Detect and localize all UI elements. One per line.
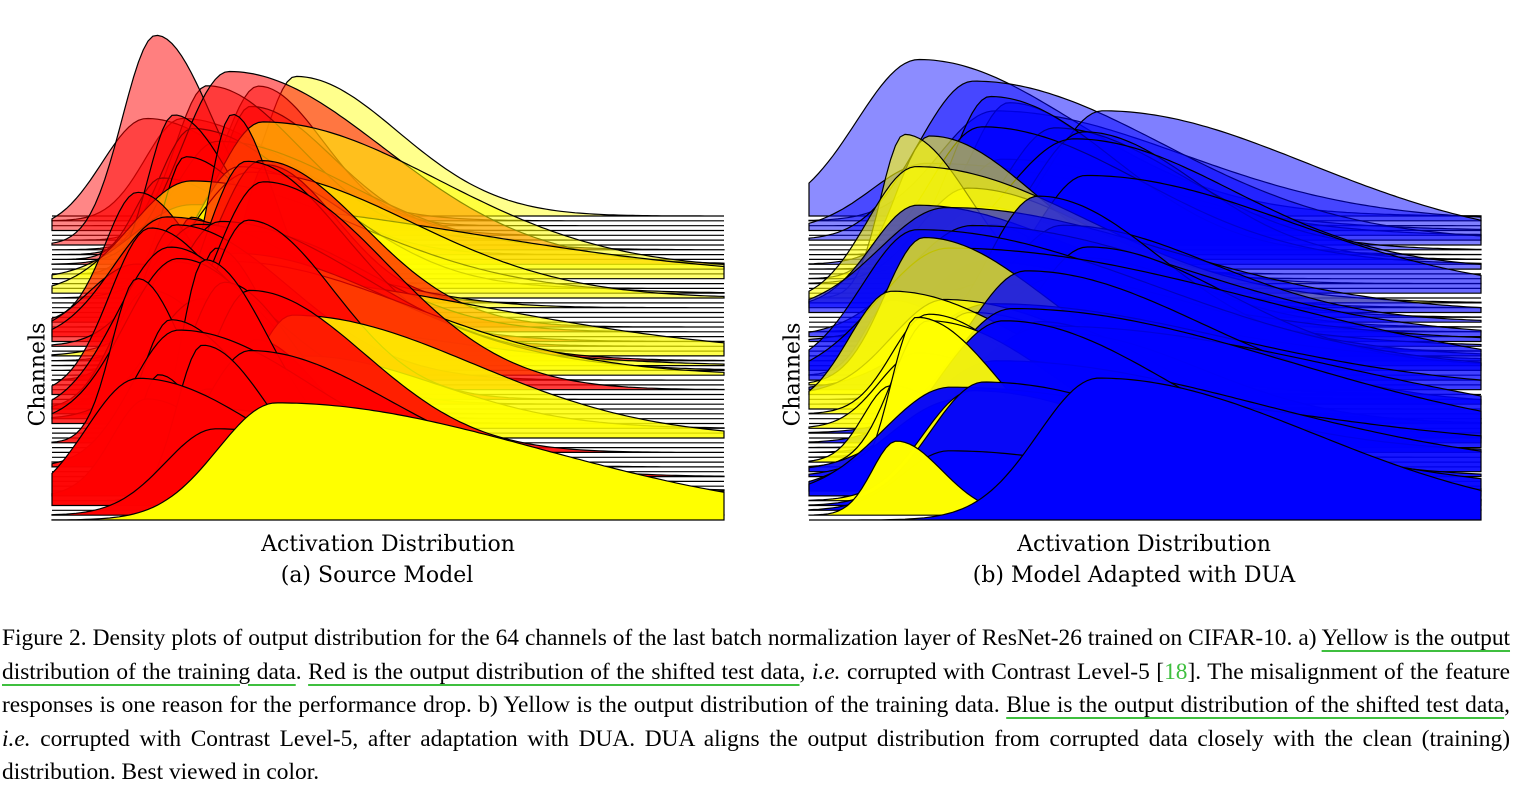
ridgeline-series-a <box>51 34 725 521</box>
subcaption-a: (a) Source Model <box>280 563 474 588</box>
caption-text-2: ]. The misalignment of the feature respo… <box>2 658 1510 719</box>
x-axis-label-b: Activation Distribution <box>1017 532 1271 557</box>
citation-link[interactable]: 18 <box>1164 658 1188 685</box>
subcaption-b: (b) Model Adapted with DUA <box>972 563 1296 588</box>
ridgeline-series-b <box>808 58 1482 521</box>
y-axis-label-a: Channels <box>25 322 51 427</box>
figure-caption: Figure 2. Density plots of output distri… <box>2 622 1510 790</box>
channel-density-64-test <box>809 377 1482 521</box>
channel-density-64-train <box>51 402 725 521</box>
figure-label: Figure 2. <box>2 625 87 651</box>
y-axis-label-b: Channels <box>780 322 806 427</box>
punct: . <box>295 658 302 685</box>
caption-sentence-1: Density plots of output distribution for… <box>92 625 1293 651</box>
ie-abbrev: i.e. <box>811 658 841 685</box>
caption-text-1: corrupted with Contrast Level-5 [ <box>847 658 1165 685</box>
part-a-label: a) <box>1298 625 1317 651</box>
highlight-red-test: Red is the output distribution of the sh… <box>308 658 800 685</box>
ridgeline-plot-b <box>808 58 1482 521</box>
caption-text-3: corrupted with Contrast Level-5, after a… <box>2 725 1510 786</box>
highlight-blue-test: Blue is the output distribution of the s… <box>1006 692 1505 718</box>
ie-abbrev: i.e. <box>2 725 31 752</box>
ridgeline-plot-a <box>51 34 725 521</box>
punct: , <box>1504 692 1510 718</box>
x-axis-label-a: Activation Distribution <box>261 532 515 557</box>
highlight-yellow-training: Yellow is the output distribution of the… <box>2 625 1511 685</box>
punct: , <box>799 658 806 685</box>
